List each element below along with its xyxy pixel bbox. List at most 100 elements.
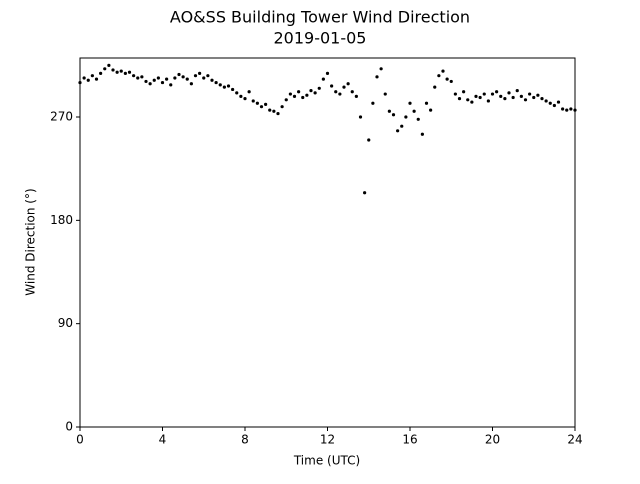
data-point bbox=[115, 70, 119, 74]
data-point bbox=[445, 77, 449, 81]
data-point bbox=[181, 75, 185, 79]
data-point bbox=[466, 98, 470, 102]
data-point bbox=[462, 90, 466, 94]
data-point bbox=[210, 78, 214, 82]
x-tick-label: 16 bbox=[402, 433, 417, 447]
data-point bbox=[111, 68, 115, 72]
data-point bbox=[429, 108, 433, 112]
x-tick-label: 4 bbox=[159, 433, 167, 447]
data-point bbox=[276, 111, 280, 116]
data-point bbox=[515, 89, 519, 93]
data-point bbox=[264, 102, 268, 106]
data-point bbox=[214, 80, 218, 85]
data-point bbox=[412, 109, 416, 113]
x-tick-label: 12 bbox=[320, 433, 335, 447]
data-point bbox=[321, 77, 325, 81]
data-point bbox=[132, 74, 136, 78]
data-point bbox=[495, 90, 499, 94]
data-point bbox=[511, 95, 515, 100]
data-point bbox=[528, 92, 532, 96]
data-point bbox=[408, 101, 412, 105]
data-point bbox=[363, 191, 367, 195]
data-point bbox=[573, 108, 577, 112]
data-point bbox=[499, 94, 503, 98]
data-point bbox=[449, 79, 453, 84]
data-point bbox=[247, 90, 251, 94]
data-point bbox=[317, 86, 321, 90]
data-point bbox=[420, 132, 424, 136]
data-point bbox=[78, 80, 82, 85]
data-point bbox=[358, 115, 363, 119]
data-point bbox=[540, 97, 544, 101]
data-point bbox=[552, 103, 556, 108]
data-point bbox=[371, 101, 375, 105]
data-point bbox=[486, 99, 490, 103]
data-point bbox=[404, 115, 408, 119]
data-point bbox=[82, 76, 86, 80]
data-point bbox=[325, 71, 330, 75]
data-point bbox=[424, 101, 429, 105]
data-point bbox=[536, 93, 540, 97]
data-point bbox=[532, 95, 536, 100]
data-point bbox=[482, 92, 486, 96]
data-point bbox=[140, 75, 144, 79]
data-point bbox=[453, 92, 457, 96]
data-point bbox=[342, 85, 346, 89]
data-point bbox=[268, 108, 272, 112]
data-point bbox=[350, 90, 354, 94]
data-point bbox=[202, 76, 206, 80]
data-point bbox=[94, 77, 99, 81]
y-tick-label: 90 bbox=[58, 316, 73, 330]
data-point bbox=[206, 74, 210, 78]
data-point bbox=[144, 79, 148, 84]
data-point bbox=[272, 109, 276, 113]
data-point bbox=[569, 107, 573, 111]
data-point bbox=[99, 71, 103, 75]
data-point bbox=[127, 70, 132, 74]
data-point bbox=[169, 83, 173, 87]
data-point bbox=[565, 108, 569, 112]
data-point bbox=[354, 94, 358, 98]
data-point bbox=[305, 93, 309, 97]
data-point bbox=[313, 91, 317, 95]
data-point bbox=[334, 90, 338, 94]
data-point bbox=[292, 94, 297, 98]
data-point bbox=[177, 72, 181, 77]
x-tick-label: 8 bbox=[241, 433, 249, 447]
data-point bbox=[387, 109, 391, 113]
data-point bbox=[297, 90, 301, 94]
data-point bbox=[165, 77, 169, 81]
data-point bbox=[107, 63, 111, 67]
data-point bbox=[136, 76, 140, 80]
y-tick-label: 180 bbox=[50, 213, 73, 227]
data-point bbox=[193, 74, 198, 78]
data-point bbox=[400, 124, 404, 128]
data-point bbox=[338, 92, 342, 96]
data-point bbox=[231, 87, 235, 92]
data-point bbox=[375, 75, 379, 79]
data-point bbox=[561, 107, 565, 111]
data-point bbox=[544, 99, 548, 103]
data-point bbox=[391, 113, 396, 117]
data-point bbox=[189, 82, 193, 86]
data-point bbox=[185, 77, 189, 81]
data-point bbox=[173, 76, 177, 80]
data-point bbox=[152, 78, 156, 82]
data-point bbox=[239, 94, 243, 98]
data-point bbox=[90, 74, 94, 78]
y-tick-label: 0 bbox=[65, 420, 73, 434]
data-point bbox=[243, 97, 247, 101]
data-point bbox=[519, 94, 523, 98]
data-point bbox=[478, 95, 482, 100]
data-point bbox=[86, 78, 90, 82]
data-point bbox=[251, 99, 255, 103]
data-point bbox=[301, 95, 305, 100]
data-point bbox=[309, 89, 313, 93]
data-point bbox=[148, 82, 152, 86]
data-point bbox=[222, 85, 226, 89]
x-tick-label: 0 bbox=[76, 433, 84, 447]
data-point bbox=[556, 100, 561, 104]
data-point bbox=[255, 101, 259, 105]
